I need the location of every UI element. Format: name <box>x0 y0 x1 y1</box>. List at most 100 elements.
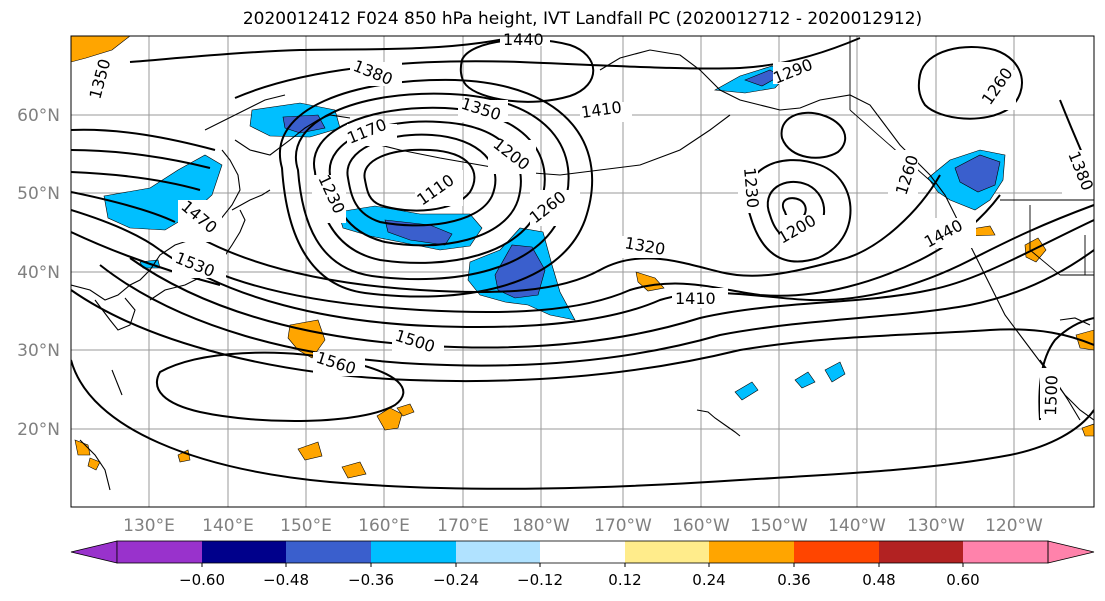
ivt-positive-region-se <box>1081 423 1094 437</box>
colorbar-tick-label: 0.24 <box>692 571 725 589</box>
ivt-negative-region-small1 <box>734 381 759 401</box>
colorbar-segment <box>286 541 371 563</box>
lat-label: 50°N <box>17 184 60 204</box>
coastline-japan-north <box>231 189 271 211</box>
boundaries <box>849 36 1094 276</box>
contour-label: 1170 <box>344 115 397 148</box>
contour-label: 1230 <box>738 165 762 213</box>
contour-label: 1410 <box>672 288 728 308</box>
contour-label: 1560 <box>313 348 365 378</box>
contour-1470 <box>71 191 176 223</box>
coastline-aleutians <box>359 114 731 176</box>
contour-label: 1200 <box>775 211 830 247</box>
lat-label: 60°N <box>17 106 60 126</box>
contour-1470-arc <box>99 249 1094 367</box>
lon-label: 140°W <box>828 516 886 536</box>
ivt-negative-region-small2 <box>794 371 816 389</box>
colorbar-segment <box>879 541 963 563</box>
contour-1350 <box>179 194 1001 314</box>
lon-label: 150°E <box>280 516 332 536</box>
lon-label: 160°W <box>672 516 730 536</box>
contour-1410 <box>71 149 211 169</box>
coastlines <box>71 49 1094 491</box>
colorbar-tick-label: −0.48 <box>263 571 309 589</box>
colorbar-tick-label: −0.12 <box>517 571 563 589</box>
svg-text:1230: 1230 <box>740 167 762 209</box>
colorbar: −0.60 −0.48 −0.36 −0.24 −0.12 0.12 0.24 … <box>70 540 1095 589</box>
colorbar-segment <box>371 541 456 563</box>
contour-label: 1470 <box>177 197 222 242</box>
colorbar-segment <box>202 541 286 563</box>
colorbar-segment <box>963 541 1048 563</box>
contour-label: 1440 <box>921 216 976 252</box>
coastline-hawaii <box>696 409 741 437</box>
lat-label: 20°N <box>17 420 60 440</box>
svg-text:1410: 1410 <box>675 289 716 308</box>
contour-gulf-1260b <box>780 111 847 159</box>
contour-label: 1410 <box>580 97 632 122</box>
contour-1380-top <box>129 36 521 63</box>
svg-text:1500: 1500 <box>1041 375 1061 416</box>
colorbar-tick-label: −0.36 <box>348 571 394 589</box>
colorbar-segment <box>794 541 879 563</box>
colorbar-extend-high <box>1047 540 1095 564</box>
lon-label: 170°W <box>594 516 652 536</box>
contour-label: 1440 <box>500 30 550 49</box>
contour-1320 <box>199 174 941 294</box>
longitude-labels: 130°E 140°E 150°E 160°E 170°E 180°W 170°… <box>123 516 1043 536</box>
map-frame <box>70 35 1095 508</box>
contour-1500-arc <box>71 289 1094 383</box>
colorbar-tick-label: −0.60 <box>179 571 225 589</box>
colorbar-segment <box>117 541 202 563</box>
contour-label: 1320 <box>622 233 678 259</box>
contour-label: 1290 <box>770 55 825 88</box>
ivt-positive-region-sub3 <box>297 441 323 461</box>
map-title: 2020012412 F024 850 hPa height, IVT Land… <box>242 9 923 29</box>
lon-label: 160°E <box>358 516 410 536</box>
contour-1110 <box>363 148 476 212</box>
colorbar-segment <box>709 541 794 563</box>
contour-label: 1260 <box>888 150 922 198</box>
contour-label: 1230 <box>312 172 349 223</box>
contour-1560 <box>155 351 405 422</box>
colorbar-segment <box>540 541 625 563</box>
latitude-labels: 60°N 50°N 40°N 30°N 20°N <box>17 106 60 440</box>
contour-label: 1500 <box>392 326 444 356</box>
coastline-taiwan <box>111 369 123 396</box>
ivt-positive-region-sub2 <box>396 403 415 417</box>
contour-label: 1500 <box>1040 368 1061 418</box>
coastline-alaska <box>599 49 931 176</box>
ivt-positive-region-baja <box>1075 329 1094 351</box>
contour-1380 <box>71 128 216 151</box>
ivt-negative-region-core <box>282 114 326 134</box>
lon-label: 120°W <box>985 516 1043 536</box>
contour-label: 1260 <box>978 64 1017 110</box>
lon-label: 130°W <box>907 516 965 536</box>
lat-label: 40°N <box>17 263 60 283</box>
lat-label: 30°N <box>17 341 60 361</box>
contour-label: 1260 <box>526 187 580 227</box>
contour-label: 1380 <box>1062 148 1097 198</box>
ivt-positive-region-nw <box>71 36 131 63</box>
ivt-positive-region-sub4 <box>341 461 367 479</box>
contour-label: 1530 <box>172 248 226 281</box>
contour-1500-right <box>1038 317 1094 421</box>
coastline-asia <box>71 149 241 301</box>
contour-label: 1200 <box>488 134 536 174</box>
lon-label: 150°W <box>750 516 808 536</box>
colorbar-segment <box>625 541 709 563</box>
ivt-negative-region-small3 <box>824 361 846 383</box>
colorbar-tick-label: −0.24 <box>433 571 479 589</box>
coastline-gulf-of-mexico <box>1059 317 1091 326</box>
colorbar-extend-low <box>70 540 118 564</box>
colorbar-tick-label: 0.60 <box>946 571 979 589</box>
contour-label: 1110 <box>413 170 463 209</box>
colorbar-tick-label: 0.48 <box>862 571 895 589</box>
contour-gulf-1260 <box>746 159 852 263</box>
contour-labels: 1350 1440 1380 1350 1410 1290 1260 1170 … <box>84 30 1097 418</box>
contour-1500 <box>71 209 161 251</box>
coastline-okhotsk <box>204 94 286 131</box>
contour-1530 <box>71 231 221 286</box>
coastline-korea <box>94 297 136 331</box>
